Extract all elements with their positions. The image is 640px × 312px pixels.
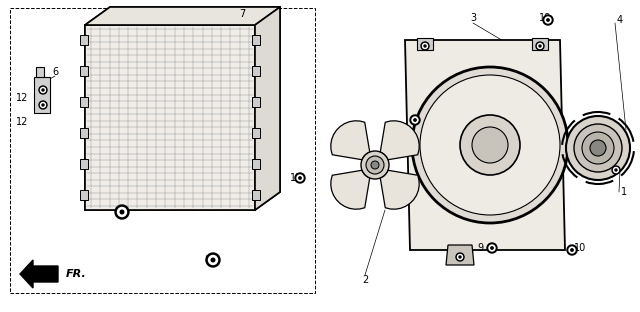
Polygon shape bbox=[36, 67, 44, 77]
Circle shape bbox=[39, 86, 47, 94]
Polygon shape bbox=[85, 7, 280, 25]
Circle shape bbox=[539, 45, 541, 47]
Text: 12: 12 bbox=[16, 93, 28, 103]
Circle shape bbox=[547, 19, 549, 21]
Polygon shape bbox=[34, 77, 50, 113]
Circle shape bbox=[421, 42, 429, 50]
Text: 9: 9 bbox=[410, 115, 416, 125]
Circle shape bbox=[42, 104, 44, 106]
Circle shape bbox=[410, 115, 420, 125]
Text: 11: 11 bbox=[290, 173, 302, 183]
Text: 10: 10 bbox=[574, 243, 586, 253]
Bar bbox=[80, 66, 88, 76]
Circle shape bbox=[458, 255, 463, 260]
Circle shape bbox=[297, 175, 303, 181]
Circle shape bbox=[209, 256, 218, 265]
Text: 9: 9 bbox=[477, 243, 483, 253]
Bar bbox=[80, 35, 88, 45]
Bar bbox=[252, 66, 260, 76]
Text: 10: 10 bbox=[539, 13, 551, 23]
Circle shape bbox=[420, 75, 560, 215]
Polygon shape bbox=[446, 245, 474, 265]
Text: 1: 1 bbox=[621, 187, 627, 197]
Circle shape bbox=[538, 43, 543, 48]
Text: 5: 5 bbox=[465, 247, 471, 257]
Circle shape bbox=[412, 117, 418, 123]
Text: 3: 3 bbox=[470, 13, 476, 23]
Circle shape bbox=[456, 253, 464, 261]
Circle shape bbox=[211, 258, 215, 262]
Text: FR.: FR. bbox=[66, 269, 87, 279]
Polygon shape bbox=[331, 121, 370, 160]
Circle shape bbox=[299, 177, 301, 179]
Circle shape bbox=[489, 245, 495, 251]
Text: 7: 7 bbox=[239, 9, 245, 19]
Circle shape bbox=[487, 243, 497, 253]
Bar bbox=[252, 35, 260, 45]
Text: 6: 6 bbox=[52, 67, 58, 77]
Bar bbox=[80, 128, 88, 138]
Polygon shape bbox=[331, 170, 370, 209]
Circle shape bbox=[118, 207, 127, 217]
Circle shape bbox=[371, 161, 379, 169]
Bar bbox=[80, 97, 88, 107]
Text: 4: 4 bbox=[617, 15, 623, 25]
Text: 12: 12 bbox=[16, 117, 28, 127]
Circle shape bbox=[491, 247, 493, 249]
Circle shape bbox=[120, 210, 124, 214]
Bar bbox=[10, 8, 315, 293]
Polygon shape bbox=[85, 25, 255, 210]
Bar bbox=[532, 38, 548, 50]
Circle shape bbox=[206, 253, 220, 267]
Circle shape bbox=[574, 124, 622, 172]
Circle shape bbox=[567, 245, 577, 255]
Circle shape bbox=[414, 119, 416, 121]
Circle shape bbox=[543, 15, 553, 25]
Text: 2: 2 bbox=[362, 275, 368, 285]
Circle shape bbox=[614, 168, 618, 173]
Circle shape bbox=[590, 140, 606, 156]
Circle shape bbox=[40, 103, 45, 108]
Circle shape bbox=[566, 116, 630, 180]
Circle shape bbox=[615, 169, 617, 171]
Circle shape bbox=[459, 256, 461, 258]
Circle shape bbox=[472, 127, 508, 163]
Circle shape bbox=[361, 151, 389, 179]
Polygon shape bbox=[255, 7, 280, 210]
Circle shape bbox=[571, 249, 573, 251]
Bar bbox=[80, 190, 88, 200]
Circle shape bbox=[424, 45, 426, 47]
Polygon shape bbox=[405, 40, 565, 250]
Circle shape bbox=[42, 89, 44, 91]
Bar bbox=[80, 159, 88, 169]
Circle shape bbox=[569, 247, 575, 253]
Circle shape bbox=[422, 43, 428, 48]
Circle shape bbox=[40, 87, 45, 92]
Polygon shape bbox=[380, 121, 419, 160]
Circle shape bbox=[295, 173, 305, 183]
Circle shape bbox=[545, 17, 551, 23]
Circle shape bbox=[412, 67, 568, 223]
Text: 8: 8 bbox=[117, 208, 123, 218]
Polygon shape bbox=[380, 170, 419, 209]
Circle shape bbox=[115, 205, 129, 219]
Circle shape bbox=[536, 42, 544, 50]
Bar bbox=[252, 159, 260, 169]
Polygon shape bbox=[20, 260, 58, 288]
Bar bbox=[417, 38, 433, 50]
Circle shape bbox=[612, 166, 620, 174]
Bar bbox=[252, 190, 260, 200]
Circle shape bbox=[460, 115, 520, 175]
Bar bbox=[252, 97, 260, 107]
Bar bbox=[252, 128, 260, 138]
Circle shape bbox=[582, 132, 614, 164]
Circle shape bbox=[39, 101, 47, 109]
Circle shape bbox=[366, 156, 384, 174]
Text: 8: 8 bbox=[204, 255, 210, 265]
